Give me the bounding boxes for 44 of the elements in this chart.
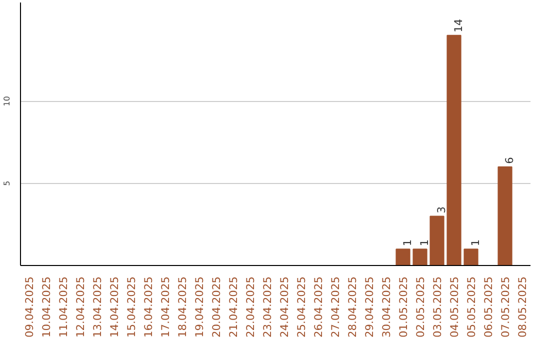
- data-label: 6: [503, 156, 516, 164]
- bar: [430, 216, 444, 266]
- x-tick-label: 20.04.2025: [210, 276, 223, 338]
- x-tick-label: 25.04.2025: [295, 276, 308, 338]
- x-tick-label: 27.04.2025: [329, 276, 342, 338]
- data-label: 3: [435, 206, 448, 214]
- x-tick-label: 26.04.2025: [312, 276, 325, 338]
- data-label: 14: [452, 18, 465, 32]
- data-label: 1: [469, 239, 482, 246]
- data-label: 1: [418, 239, 431, 246]
- x-tick-label: 23.04.2025: [261, 276, 274, 338]
- x-tick-label: 10.04.2025: [40, 276, 53, 338]
- x-tick-label: 12.04.2025: [74, 276, 87, 338]
- x-tick-label: 05.05.2025: [465, 276, 478, 338]
- bar: [498, 166, 512, 266]
- x-tick-label: 19.04.2025: [193, 276, 206, 338]
- x-tick-label: 22.04.2025: [244, 276, 257, 338]
- x-tick-label: 15.04.2025: [125, 276, 138, 338]
- x-tick-label: 13.04.2025: [91, 276, 104, 338]
- x-tick-label: 24.04.2025: [278, 276, 291, 338]
- x-tick-label: 03.05.2025: [431, 276, 444, 338]
- x-tick-label: 17.04.2025: [159, 276, 172, 338]
- bar: [446, 34, 462, 266]
- x-tick-label: 06.05.2025: [482, 276, 495, 338]
- x-tick-label: 21.04.2025: [227, 276, 240, 338]
- x-tick-label: 11.04.2025: [57, 276, 70, 338]
- x-tick-label: 14.04.2025: [108, 276, 121, 338]
- bar: [464, 248, 478, 266]
- y-tick-label: 5: [2, 180, 12, 186]
- x-tick-label: 02.05.2025: [414, 276, 427, 338]
- x-tick-label: 07.05.2025: [499, 276, 512, 338]
- bar: [412, 248, 428, 266]
- x-tick-label: 16.04.2025: [142, 276, 155, 338]
- x-tick-label: 09.04.2025: [23, 276, 36, 338]
- x-tick-label: 18.04.2025: [176, 276, 189, 338]
- x-tick-label: 04.05.2025: [448, 276, 461, 338]
- y-tick-label: 10: [2, 96, 12, 106]
- x-tick-label: 28.04.2025: [346, 276, 359, 338]
- data-label: 1: [401, 239, 414, 246]
- bar: [396, 248, 410, 266]
- x-tick-label: 01.05.2025: [397, 276, 410, 338]
- x-tick-label: 08.05.2025: [516, 276, 529, 338]
- x-tick-label: 30.04.2025: [380, 276, 393, 338]
- x-tick-label: 29.04.2025: [363, 276, 376, 338]
